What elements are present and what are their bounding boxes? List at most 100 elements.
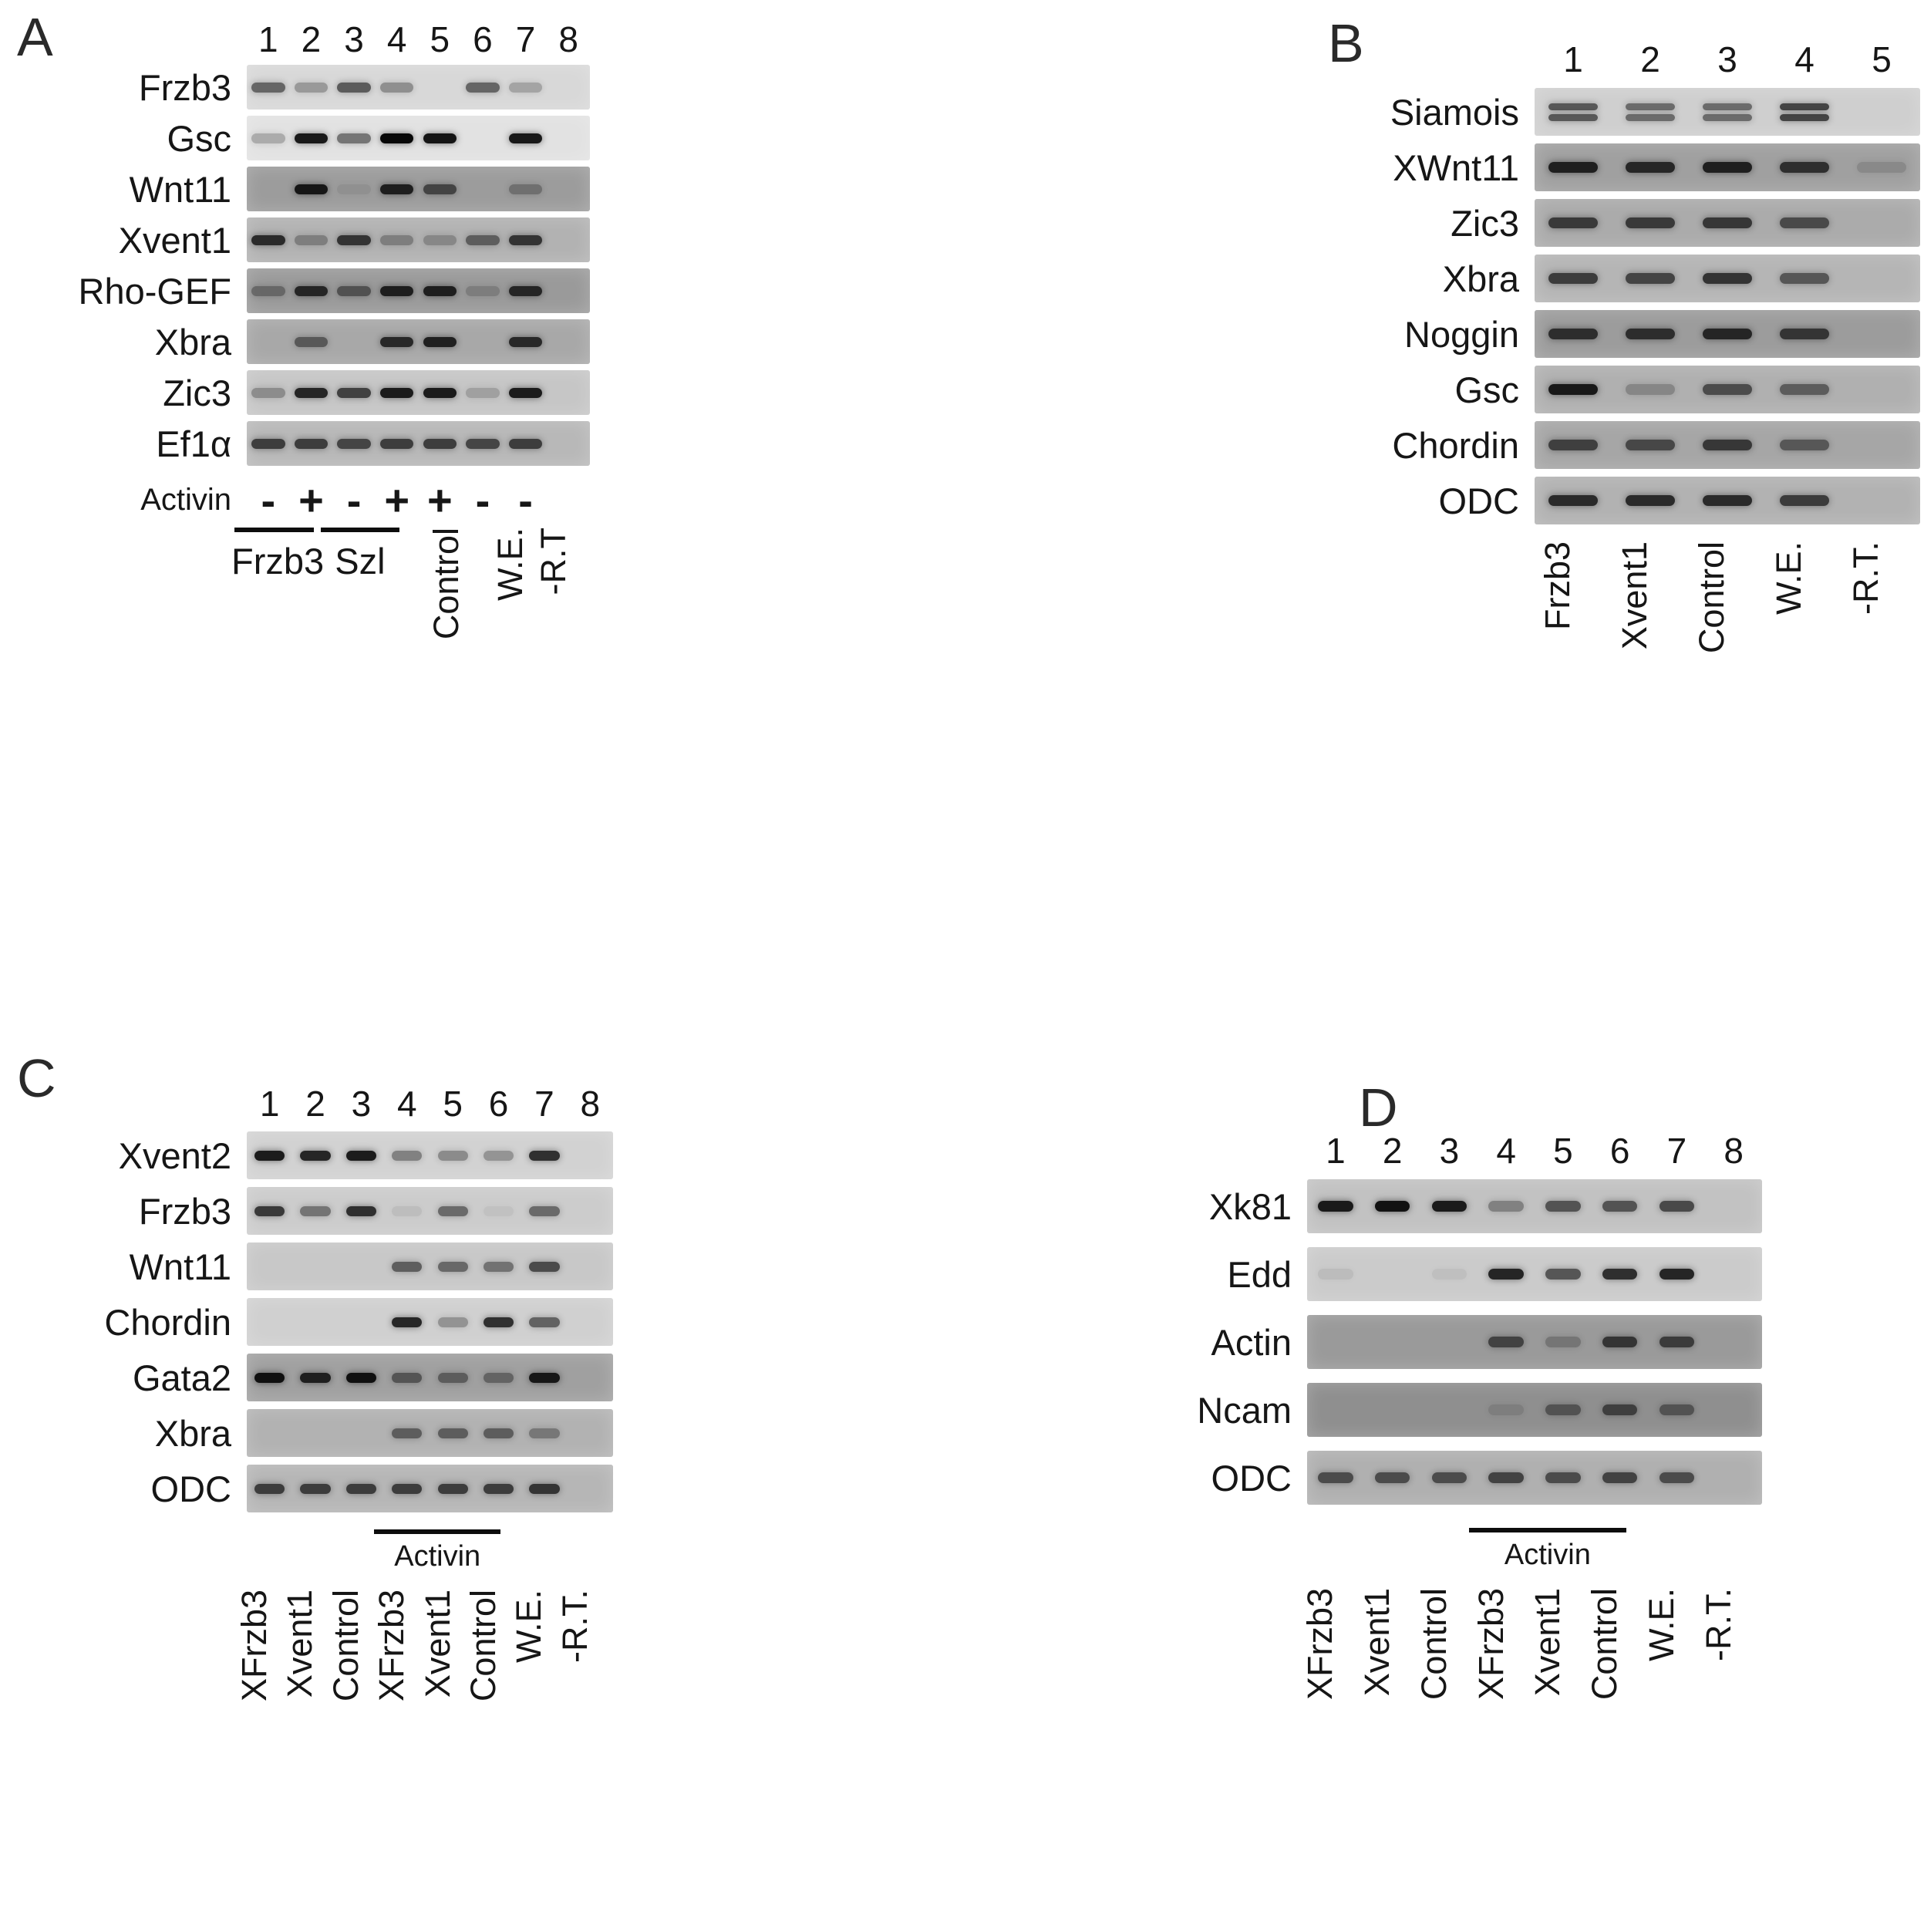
gel-lane	[1705, 1451, 1762, 1505]
gel-lane	[1689, 477, 1766, 524]
gel-lane	[1766, 421, 1843, 469]
gel-lane	[1689, 143, 1766, 191]
gel-lane	[1535, 366, 1612, 413]
gel-lane	[1478, 1315, 1535, 1369]
gene-label: Gsc	[167, 117, 231, 159]
lane-number: 8	[1724, 1131, 1744, 1171]
gel-lane	[1535, 1179, 1592, 1233]
rotated-label-slot: -R.T.	[1838, 541, 1895, 615]
gel-lane	[247, 116, 290, 160]
lane-number: 6	[473, 19, 493, 59]
activin-sign: -	[475, 475, 490, 524]
gel-band	[1548, 384, 1598, 395]
gel-strip	[1535, 366, 1920, 413]
gel-lane	[476, 1354, 521, 1401]
rotated-label-slot: -R.T.	[1690, 1588, 1747, 1661]
lane-slot: 5	[419, 14, 462, 65]
gel-lane	[521, 1131, 567, 1179]
lane-slot: 8	[568, 1076, 613, 1131]
gel-lane	[1364, 1383, 1421, 1437]
gel-band	[575, 1428, 605, 1438]
gel-band	[251, 184, 285, 194]
gel-lane	[1705, 1315, 1762, 1369]
gel-band	[508, 387, 543, 398]
gel-row: Actin	[1083, 1315, 1762, 1369]
gel-lane	[504, 116, 548, 160]
gel-lane	[384, 1242, 430, 1290]
lane-slot: 4	[376, 14, 419, 65]
gel-band	[1626, 217, 1675, 228]
rotated-label-slot: Frzb3	[1529, 541, 1586, 630]
gel-lane	[568, 1409, 613, 1457]
footer-zone: Activin XFrzb3 Xvent1 Control XFrzb3 Xvent1 Co…	[231, 1520, 598, 1759]
gel-band	[1703, 495, 1752, 506]
gel-band	[508, 184, 543, 194]
condition-label: -R.T.	[554, 1590, 595, 1663]
gene-label: Wnt11	[129, 168, 231, 210]
gel-lane	[1843, 88, 1920, 136]
gel-lane	[1612, 477, 1689, 524]
lane-number: 5	[1872, 39, 1892, 79]
gel-lane	[1421, 1247, 1478, 1301]
gel-lane	[504, 268, 548, 313]
gel-lane	[419, 116, 462, 160]
gel-strip	[1307, 1315, 1762, 1369]
gel-lane	[430, 1187, 476, 1235]
rotated-label-slot: Xvent1	[1349, 1588, 1406, 1696]
gel-band	[1626, 329, 1675, 339]
gel-band	[483, 1317, 514, 1327]
lane-number: 2	[305, 1084, 325, 1124]
gel-band	[1626, 384, 1675, 395]
gel-row: XWnt11	[1265, 143, 1920, 191]
gel-lane	[1592, 1179, 1649, 1233]
gel-band	[1488, 1337, 1524, 1347]
condition-label: W.E.	[490, 528, 530, 602]
gel-band	[300, 1428, 330, 1438]
gel-band	[466, 285, 500, 296]
gel-lane	[521, 1409, 567, 1457]
activin-sign: -	[261, 475, 276, 524]
rotated-label-slot: -R.T	[524, 528, 581, 595]
gel-lane	[247, 1298, 292, 1346]
gel-band	[1716, 1472, 1751, 1483]
gel-lane	[430, 1298, 476, 1346]
gel-band	[437, 1372, 468, 1383]
gel-band	[552, 184, 585, 194]
gel-band	[1659, 1472, 1695, 1483]
gel-band	[1545, 1201, 1581, 1212]
gel-band	[251, 234, 285, 245]
gel-band	[1626, 440, 1675, 450]
lane-slot: 1	[247, 14, 290, 65]
gene-label: Wnt11	[129, 1246, 231, 1287]
gel-band	[508, 285, 543, 296]
sign-slot: -	[332, 472, 376, 528]
gel-strip	[247, 268, 590, 313]
gene-label: Frzb3	[138, 66, 231, 108]
gel-lane	[1766, 310, 1843, 358]
gel-band	[1318, 1404, 1353, 1415]
gel-lane	[547, 167, 590, 211]
gel-lane	[419, 65, 462, 110]
gel-band	[552, 439, 585, 449]
gel-band	[437, 1317, 468, 1327]
gel-lane	[419, 319, 462, 364]
gel-band	[1626, 162, 1675, 173]
gel-lane	[376, 268, 419, 313]
gel-band	[1432, 1404, 1467, 1415]
sign-slot: -	[461, 472, 504, 528]
gel-row: Edd	[1083, 1247, 1762, 1301]
condition-label: Xvent1	[1528, 1588, 1568, 1697]
lane-slot: 7	[1649, 1122, 1706, 1179]
lane-numbers-row: 1 2 3 4 5	[1265, 31, 1920, 88]
gel-band	[1716, 1404, 1751, 1415]
gel-band	[423, 184, 457, 194]
rotated-label-slot: Xvent1	[1519, 1588, 1576, 1696]
gel-lane	[1843, 199, 1920, 247]
gel-band	[300, 1262, 330, 1272]
gel-band	[251, 337, 285, 347]
gel-row: Ncam	[1083, 1383, 1762, 1437]
gel-band	[466, 184, 499, 194]
gene-label: XWnt11	[1393, 147, 1519, 188]
gel-lane	[332, 268, 376, 313]
